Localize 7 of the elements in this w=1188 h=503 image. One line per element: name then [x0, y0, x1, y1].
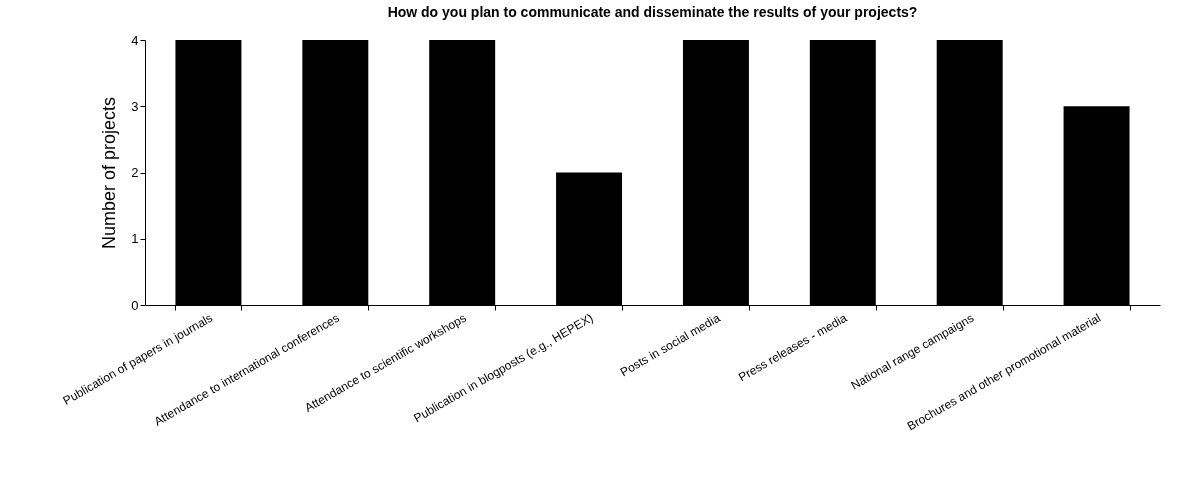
y-tick-label: 0: [131, 297, 139, 313]
chart-title: How do you plan to communicate and disseminate the results of your projects?: [387, 4, 918, 20]
y-tick-label: 4: [131, 32, 139, 48]
y-tick-label: 1: [131, 231, 139, 247]
y-tick-label: 3: [131, 98, 139, 114]
y-axis-title: Number of projects: [99, 96, 120, 250]
y-tick-label: 2: [131, 165, 139, 180]
